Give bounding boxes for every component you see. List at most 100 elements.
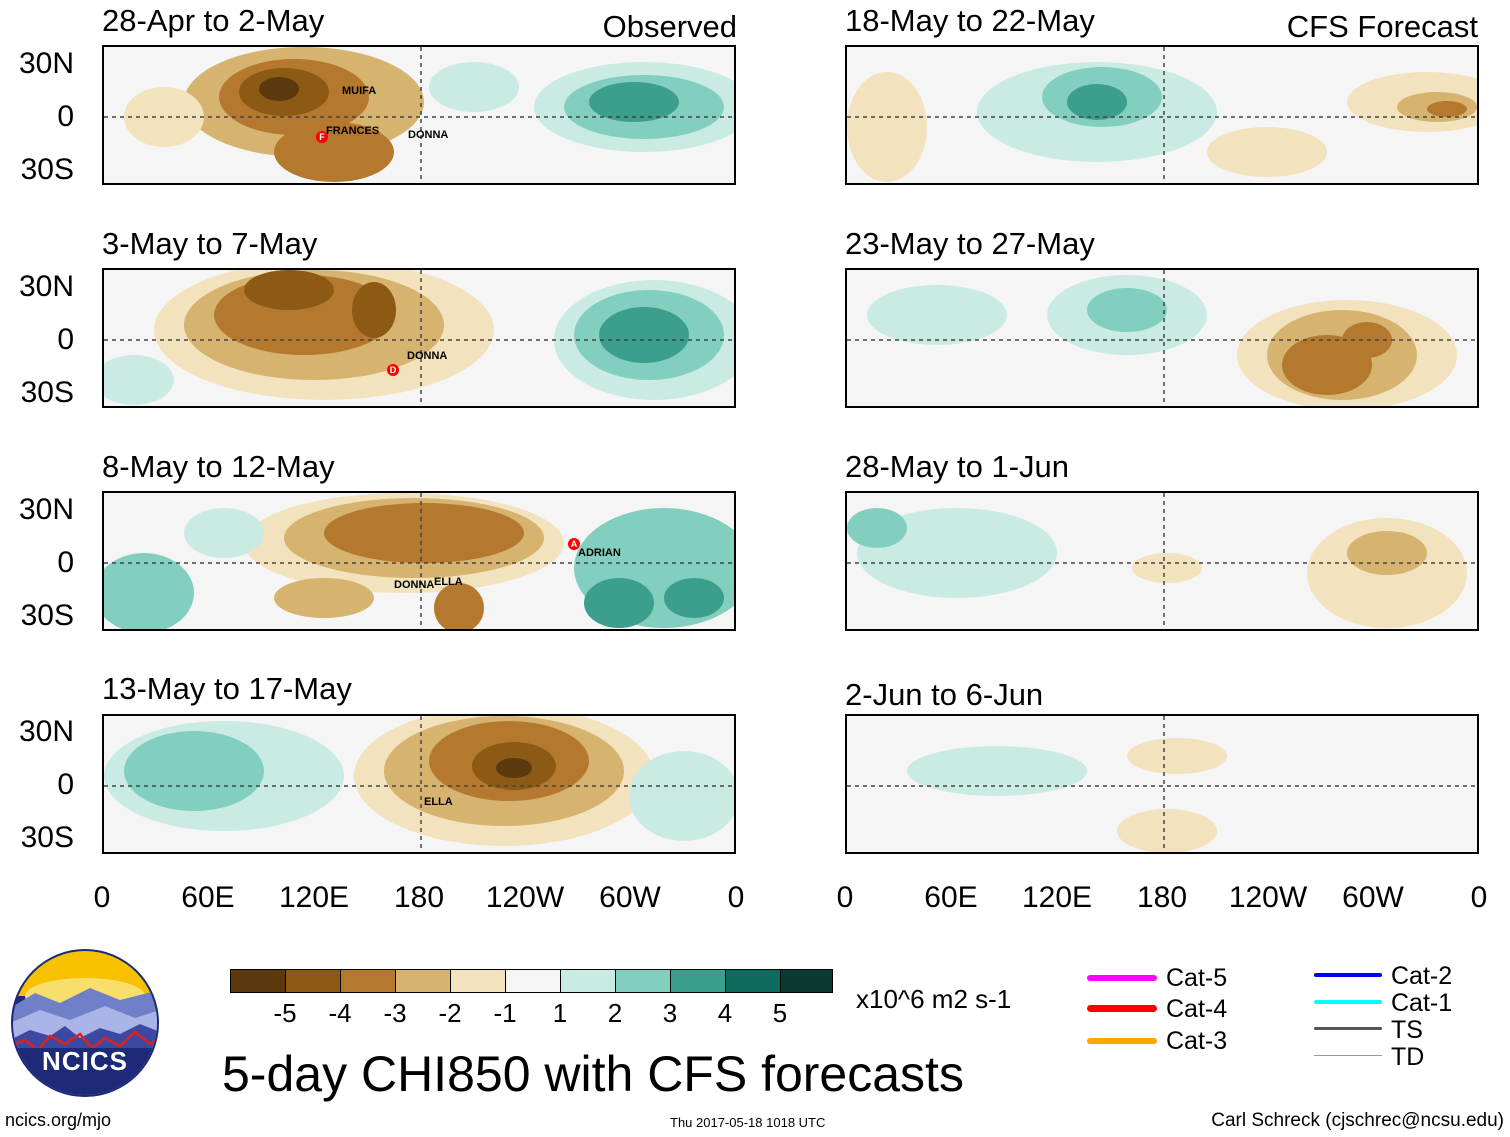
logo-text: NCICS: [42, 1046, 128, 1076]
lat-label-30n: 30N: [18, 270, 74, 303]
panel-title-7: 28-May to 1-Jun: [845, 449, 1069, 484]
storm-label-donna: DONNA: [408, 129, 449, 141]
legend-label-cat3: Cat-3: [1166, 1027, 1228, 1055]
map-field-5: [847, 47, 1477, 183]
lat-label-30s: 30S: [20, 376, 74, 409]
lon-label-60e: 60E: [181, 881, 235, 914]
legend-label-cat5: Cat-5: [1166, 964, 1228, 992]
map-field-8: [847, 716, 1477, 852]
map-panel-1: MUIFA FRANCES F DONNA: [102, 45, 736, 185]
legend-line-cat2: [1314, 973, 1382, 977]
legend-line-cat4: [1087, 1005, 1157, 1012]
cbar-tick: 1: [552, 998, 568, 1028]
lon-label-180: 180: [393, 881, 445, 914]
cbar-swatch-7: [560, 969, 616, 993]
map-panel-8: [845, 714, 1479, 854]
storm-label-donna: DONNA: [394, 579, 435, 591]
lat-label-30s: 30S: [20, 821, 74, 854]
lon-label-360: 0: [1470, 881, 1488, 914]
observed-label: Observed: [602, 9, 737, 44]
panel-title-2: 3-May to 7-May: [102, 226, 318, 261]
lon-label-60e: 60E: [924, 881, 978, 914]
panel-title-6: 23-May to 27-May: [845, 226, 1095, 261]
cfs-forecast-label: CFS Forecast: [1286, 9, 1478, 44]
lon-label-120e: 120E: [1021, 881, 1093, 914]
map-field-7: [847, 493, 1477, 629]
panel-title-5: 18-May to 22-May: [845, 3, 1095, 38]
storm-label-ella: ELLA: [424, 796, 453, 808]
legend-line-cat3: [1087, 1038, 1157, 1044]
cbar-swatch-1: [230, 969, 286, 993]
map-field-4: [104, 716, 734, 852]
legend-label-cat2: Cat-2: [1391, 962, 1453, 990]
storm-marker-donna: D: [387, 364, 399, 376]
cbar-tick: -5: [273, 998, 297, 1028]
lon-label-0: 0: [93, 881, 111, 914]
lat-label-30s: 30S: [20, 599, 74, 632]
legend-line-cat5: [1087, 975, 1157, 981]
map-panel-3: A ADRIAN DONNA ELLA: [102, 491, 736, 631]
map-field-3: [104, 493, 734, 629]
map-panel-2: DONNA D: [102, 268, 736, 408]
cbar-swatch-6: [505, 969, 561, 993]
lon-label-60w: 60W: [1342, 881, 1404, 914]
storm-label-donna: DONNA: [407, 350, 448, 362]
legend-line-ts: [1314, 1027, 1382, 1030]
panel-title-4: 13-May to 17-May: [102, 671, 352, 706]
storm-marker-adrian: A: [568, 538, 580, 550]
panel-title-1: 28-Apr to 2-May: [102, 3, 325, 38]
footer-credit: Carl Schreck (cjschrec@ncsu.edu): [1211, 1110, 1504, 1131]
storm-label-ella: ELLA: [434, 576, 463, 588]
lon-label-0: 0: [836, 881, 854, 914]
map-panel-5: [845, 45, 1479, 185]
map-field-1: [104, 47, 734, 183]
cbar-tick: -4: [328, 998, 352, 1028]
cbar-swatch-3: [340, 969, 396, 993]
storm-marker-frances: F: [316, 131, 328, 143]
lat-label-30n: 30N: [18, 715, 74, 748]
legend-line-td: [1314, 1055, 1382, 1056]
lat-label-30s: 30S: [20, 153, 74, 186]
map-panel-4: ELLA: [102, 714, 736, 854]
lon-label-120w: 120W: [485, 881, 565, 914]
cbar-tick: -2: [438, 998, 462, 1028]
panel-title-8: 2-Jun to 6-Jun: [845, 677, 1044, 712]
lat-label-eq: 0: [57, 546, 74, 579]
map-panel-7: [845, 491, 1479, 631]
cbar-swatch-4: [395, 969, 451, 993]
legend-line-cat1: [1314, 1000, 1382, 1004]
lon-label-360: 0: [727, 881, 745, 914]
storm-label-muifa: MUIFA: [342, 85, 377, 97]
cbar-swatch-9: [670, 969, 726, 993]
cbar-tick: 3: [662, 998, 678, 1028]
footer-timestamp: Thu 2017-05-18 1018 UTC: [670, 1115, 826, 1130]
panel-title-3: 8-May to 12-May: [102, 449, 335, 484]
cbar-tick: -3: [383, 998, 407, 1028]
cbar-tick: 4: [717, 998, 733, 1028]
lon-label-180: 180: [1136, 881, 1188, 914]
lon-label-120e: 120E: [278, 881, 350, 914]
legend-label-td: TD: [1391, 1043, 1425, 1071]
cbar-swatch-5: [450, 969, 506, 993]
cbar-tick: 2: [607, 998, 623, 1028]
logo-art-icon: [11, 949, 159, 1097]
cbar-swatch-8: [615, 969, 671, 993]
legend-label-cat1: Cat-1: [1391, 989, 1453, 1017]
cbar-swatch-2: [285, 969, 341, 993]
legend-label-cat4: Cat-4: [1166, 995, 1228, 1023]
lat-label-eq: 0: [57, 100, 74, 133]
lat-label-eq: 0: [57, 323, 74, 356]
lon-label-60w: 60W: [599, 881, 661, 914]
lat-label-eq: 0: [57, 768, 74, 801]
cbar-swatch-11: [780, 969, 833, 993]
lat-label-30n: 30N: [18, 47, 74, 80]
storm-label-adrian: ADRIAN: [578, 547, 621, 559]
colorbar-units: x10^6 m2 s-1: [856, 984, 1012, 1014]
lat-label-30n: 30N: [18, 493, 74, 526]
legend-label-ts: TS: [1391, 1016, 1423, 1044]
map-field-6: [847, 270, 1477, 406]
figure-title: 5-day CHI850 with CFS forecasts: [222, 1046, 964, 1102]
footer-url-link[interactable]: ncics.org/mjo: [5, 1110, 112, 1130]
cbar-swatch-10: [725, 969, 781, 993]
cbar-tick: -1: [493, 998, 517, 1028]
